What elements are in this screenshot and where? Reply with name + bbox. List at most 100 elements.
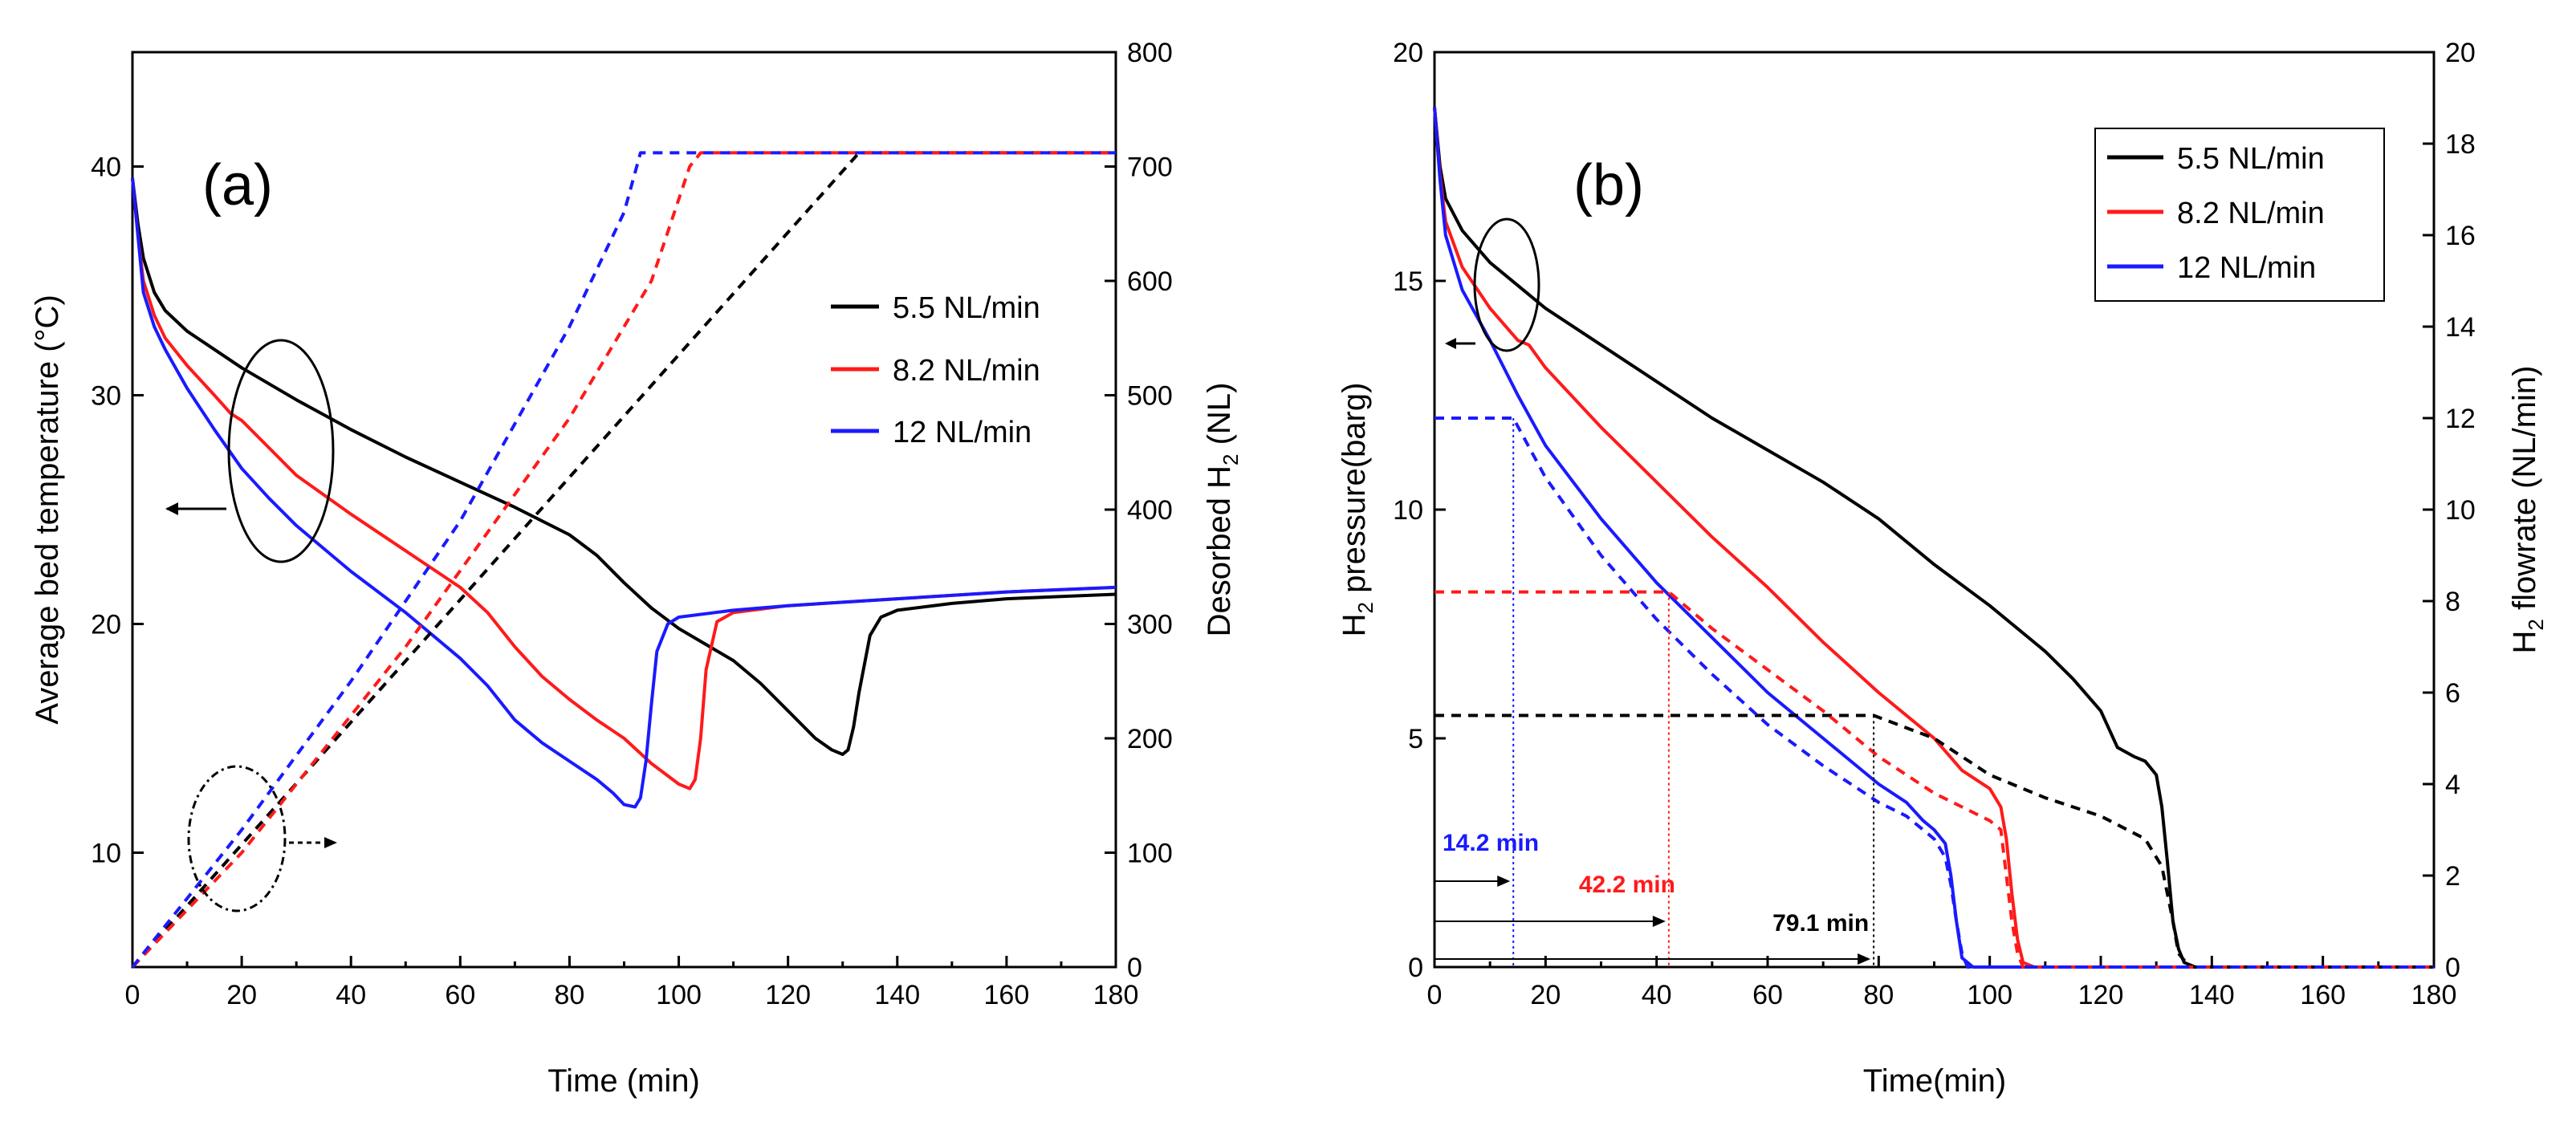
panel-a-series bbox=[131, 151, 1117, 969]
panel-b-legend: 5.5 NL/min 8.2 NL/min 12 NL/min bbox=[2094, 128, 2385, 302]
y-right-tick-label: 10 bbox=[2445, 495, 2476, 526]
y-left-tick-label: 30 bbox=[91, 381, 121, 412]
panel-a-legend: 5.5 NL/min 8.2 NL/min 12 NL/min bbox=[831, 291, 1040, 449]
y-right-tick-label: 20 bbox=[2445, 38, 2476, 68]
x-tick-label: 60 bbox=[1752, 980, 1783, 1010]
x-tick-label: 180 bbox=[1093, 980, 1139, 1010]
x-tick-label: 100 bbox=[1967, 980, 2012, 1010]
duration-label: 42.2 min bbox=[1579, 872, 1675, 898]
series-line-red-dashed bbox=[1435, 590, 2434, 969]
duration-label: 79.1 min bbox=[1772, 910, 1869, 937]
y-left-tick-label: 15 bbox=[1393, 266, 1423, 297]
ylabel-right-b-subscript: 2 bbox=[2524, 619, 2548, 630]
x-tick-label: 20 bbox=[226, 980, 257, 1010]
panel-b-annotations: 14.2 min 42.2 min 79.1 min bbox=[1435, 418, 1875, 967]
y-right-tick-label: 12 bbox=[2445, 404, 2476, 434]
y-right-tick-label: 600 bbox=[1127, 266, 1173, 297]
x-tick-label: 120 bbox=[2078, 980, 2124, 1010]
left-axis-ellipse bbox=[227, 339, 335, 563]
duration-arrowhead bbox=[1497, 876, 1511, 887]
duration-arrowhead bbox=[1858, 953, 1871, 965]
ylabel-right-a-part-2: (NL) bbox=[1202, 383, 1237, 454]
ylabel-left-b-subscript: 2 bbox=[1353, 602, 1378, 613]
pressure-arrowhead bbox=[1445, 338, 1456, 349]
panel-b: 0 20 40 60 80 100 120 140 160 1800510152002468101… bbox=[1337, 38, 2548, 1099]
x-tick-label: 80 bbox=[1863, 980, 1894, 1010]
y-left-tick-label: 20 bbox=[1393, 38, 1423, 68]
legend-a-label-0: 5.5 NL/min bbox=[893, 291, 1040, 325]
ylabel-right-b-part-0: H bbox=[2507, 631, 2542, 654]
series-line-blue-dashed bbox=[1435, 417, 2434, 969]
right-axis-arrowhead bbox=[324, 837, 337, 848]
y-left-tick-label: 40 bbox=[91, 152, 121, 183]
y-left-tick-label: 0 bbox=[1408, 953, 1423, 983]
y-right-tick-label: 4 bbox=[2445, 770, 2460, 800]
y-right-tick-label: 0 bbox=[1127, 953, 1142, 983]
series-line-red-dashed bbox=[131, 151, 1116, 969]
y-right-tick-label: 700 bbox=[1127, 152, 1173, 183]
series-line-blue-solid bbox=[131, 177, 1117, 809]
series-line-black-solid bbox=[1433, 107, 2434, 969]
legend-b-label-1: 8.2 NL/min bbox=[2177, 197, 2325, 230]
y-right-tick-label: 14 bbox=[2445, 312, 2476, 343]
y-right-tick-label: 400 bbox=[1127, 495, 1173, 526]
y-left-tick-label: 5 bbox=[1408, 724, 1423, 754]
x-tick-label: 140 bbox=[874, 980, 920, 1010]
y-right-tick-label: 18 bbox=[2445, 129, 2476, 160]
y-right-tick-label: 6 bbox=[2445, 678, 2460, 709]
ylabel-right-a-subscript: 2 bbox=[1219, 453, 1243, 465]
x-tick-label: 40 bbox=[336, 980, 366, 1010]
x-tick-label: 80 bbox=[555, 980, 585, 1010]
x-tick-label: 160 bbox=[2300, 980, 2346, 1010]
panel-a-ylabel-right: Desorbed H2 (NL) bbox=[1202, 383, 1243, 637]
duration-arrowhead bbox=[1652, 916, 1666, 927]
ylabel-left-b-part-0: H bbox=[1337, 614, 1372, 637]
x-tick-label: 20 bbox=[1530, 980, 1561, 1010]
y-right-tick-label: 300 bbox=[1127, 610, 1173, 640]
panel-b-ylabel-left: H2 pressure(barg) bbox=[1337, 383, 1378, 637]
legend-b-label-0: 5.5 NL/min bbox=[2177, 142, 2325, 176]
series-line-black-solid bbox=[131, 177, 1117, 756]
y-left-tick-label: 10 bbox=[1393, 495, 1423, 526]
panel-b-ylabel-right: H2 flowrate (NL/min) bbox=[2507, 366, 2548, 654]
panel-a-ylabel-left: Average bed temperature (°C) bbox=[30, 295, 65, 725]
x-tick-label: 60 bbox=[445, 980, 475, 1010]
series-line-red-solid bbox=[1433, 107, 2434, 969]
panel-a: 0 20 40 60 80 100 120 140 160 1801020304001002003… bbox=[30, 38, 1243, 1099]
y-left-tick-label: 10 bbox=[91, 839, 121, 869]
legend-a-label-1: 8.2 NL/min bbox=[893, 354, 1040, 388]
legend-b-label-2: 12 NL/min bbox=[2177, 251, 2316, 285]
panel-b-series bbox=[1433, 107, 2434, 969]
right-axis-ellipse bbox=[187, 765, 287, 912]
y-right-tick-label: 800 bbox=[1127, 38, 1173, 68]
y-right-tick-label: 500 bbox=[1127, 381, 1173, 412]
series-line-black-dashed bbox=[1435, 713, 2434, 969]
y-right-tick-label: 100 bbox=[1127, 839, 1173, 869]
pressure-ellipse bbox=[1473, 217, 1540, 352]
ylabel-left-b-part-2: pressure(barg) bbox=[1337, 383, 1372, 602]
ylabel-right-a-part-0: Desorbed H bbox=[1202, 465, 1237, 636]
series-line-red-solid bbox=[131, 177, 1117, 790]
y-left-tick-label: 20 bbox=[91, 610, 121, 640]
x-tick-label: 100 bbox=[656, 980, 702, 1010]
duration-label: 14.2 min bbox=[1443, 830, 1539, 856]
y-right-tick-label: 2 bbox=[2445, 861, 2460, 892]
ylabel-right-b-part-2: flowrate (NL/min) bbox=[2507, 366, 2542, 620]
panel-a-label: (a) bbox=[202, 153, 273, 217]
series-line-black-dashed bbox=[131, 151, 1116, 969]
x-tick-label: 0 bbox=[1427, 980, 1443, 1010]
y-right-tick-label: 16 bbox=[2445, 221, 2476, 251]
x-tick-label: 120 bbox=[765, 980, 811, 1010]
legend-a-label-2: 12 NL/min bbox=[893, 416, 1032, 449]
left-axis-arrowhead bbox=[165, 502, 178, 515]
panel-a-ticks: 0 20 40 60 80 100 120 140 160 1801020304001002003… bbox=[91, 38, 1173, 1010]
panel-b-label: (b) bbox=[1573, 153, 1644, 217]
x-tick-label: 0 bbox=[125, 980, 140, 1010]
x-tick-label: 160 bbox=[984, 980, 1030, 1010]
panel-b-ticks: 0 20 40 60 80 100 120 140 160 1800510152002468101… bbox=[1393, 38, 2476, 1010]
panel-a-xlabel: Time (min) bbox=[547, 1063, 700, 1099]
series-line-blue-dashed bbox=[131, 151, 1116, 969]
y-right-tick-label: 8 bbox=[2445, 587, 2460, 617]
x-tick-label: 140 bbox=[2189, 980, 2235, 1010]
